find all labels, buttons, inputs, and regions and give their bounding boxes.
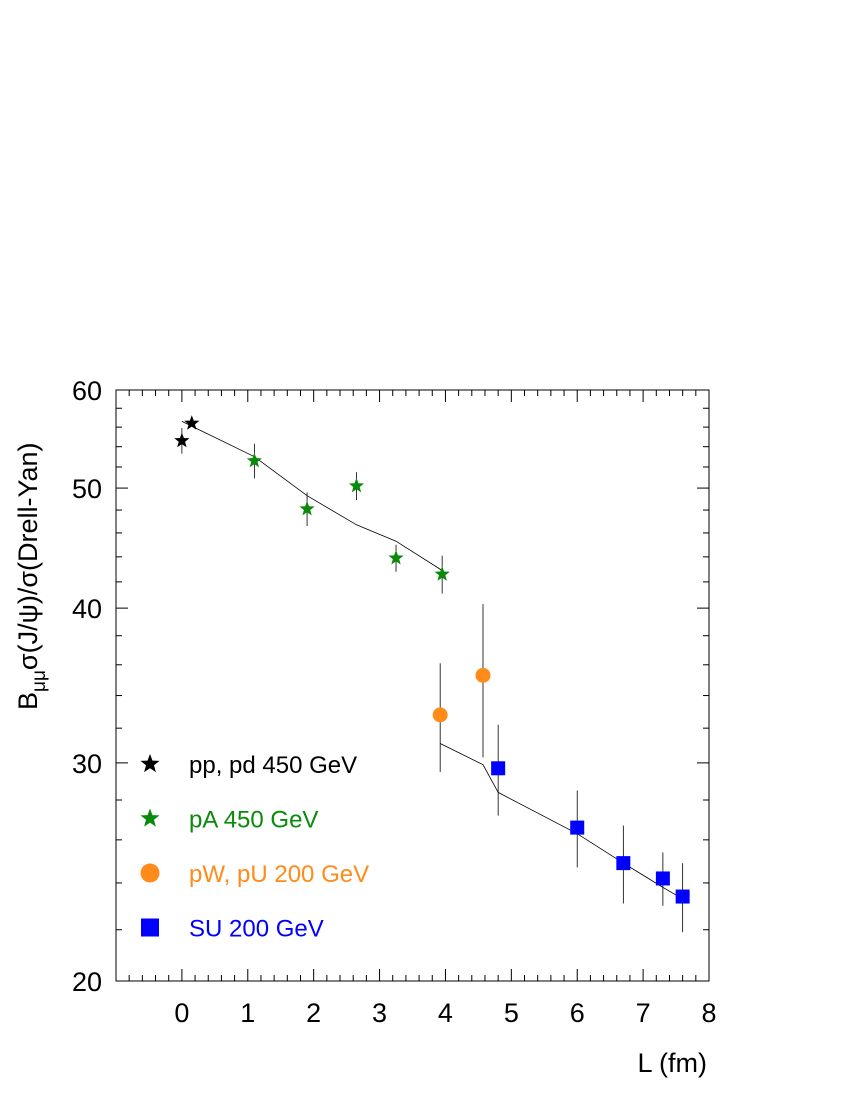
y-axis-title-rest: σ(J/ψ)/σ(Drell-Yan) bbox=[13, 443, 43, 671]
legend-entry: SU 200 GeV bbox=[141, 916, 324, 943]
tick-labels: 0 1 2 3 4 5 6 7 8 20 30 40 50 60 bbox=[72, 376, 717, 1028]
legend-entry: pA 450 GeV bbox=[140, 807, 318, 834]
data-point-square bbox=[675, 889, 690, 904]
y-tick-label: 30 bbox=[72, 749, 102, 779]
data-point-star bbox=[246, 452, 262, 468]
x-tick-label: 1 bbox=[240, 998, 255, 1028]
y-axis-title-subscript: μμ bbox=[29, 670, 50, 692]
data-point-star bbox=[388, 550, 404, 565]
data-point-square bbox=[570, 820, 585, 835]
x-tick-label: 5 bbox=[504, 998, 519, 1028]
data-point-star bbox=[348, 477, 365, 493]
fit-curve bbox=[181, 421, 443, 571]
data-point-square bbox=[616, 856, 631, 871]
legend-label: pp, pd 450 GeV bbox=[189, 752, 357, 779]
data-point-star bbox=[184, 415, 200, 430]
legend-marker-star bbox=[140, 754, 160, 773]
x-tick-label: 7 bbox=[636, 998, 651, 1028]
x-tick-label: 8 bbox=[701, 998, 716, 1028]
legend-label: pA 450 GeV bbox=[189, 807, 318, 834]
plot-frame bbox=[115, 389, 710, 982]
data-markers bbox=[174, 415, 690, 904]
legend-label: SU 200 GeV bbox=[189, 916, 324, 943]
x-tick-label: 4 bbox=[438, 998, 453, 1028]
x-tick-label: 0 bbox=[174, 998, 189, 1028]
legend-entry: pW, pU 200 GeV bbox=[140, 861, 369, 888]
y-tick-label: 40 bbox=[72, 594, 102, 624]
x-tick-label: 6 bbox=[570, 998, 585, 1028]
x-tick-label: 3 bbox=[372, 998, 387, 1028]
data-point-square bbox=[655, 871, 670, 886]
x-axis-title: L (fm) bbox=[638, 1048, 708, 1078]
data-point-square bbox=[491, 761, 506, 776]
data-point-circle bbox=[475, 667, 491, 683]
data-point-star bbox=[299, 500, 315, 516]
legend-marker-star bbox=[140, 808, 160, 827]
fit-curve bbox=[440, 743, 683, 900]
data-point-star bbox=[174, 432, 190, 448]
data-point-circle bbox=[432, 707, 448, 723]
y-axis-title-prefix: B bbox=[13, 692, 43, 710]
y-tick-label: 20 bbox=[72, 967, 102, 997]
y-axis-title: Bμμσ(J/ψ)/σ(Drell-Yan) bbox=[13, 443, 50, 711]
legend-label: pW, pU 200 GeV bbox=[189, 861, 369, 888]
legend: pp, pd 450 GeV pA 450 GeV pW, pU 200 GeV SU… bbox=[140, 752, 369, 943]
y-tick-label: 60 bbox=[72, 376, 102, 406]
legend-entry: pp, pd 450 GeV bbox=[140, 752, 357, 779]
y-tick-label: 50 bbox=[72, 474, 102, 504]
data-point-star bbox=[434, 566, 450, 581]
legend-marker-square bbox=[141, 918, 159, 937]
axis-ticks bbox=[115, 389, 710, 982]
x-tick-label: 2 bbox=[306, 998, 321, 1028]
error-bars bbox=[181, 420, 684, 933]
legend-marker-circle bbox=[140, 863, 160, 883]
